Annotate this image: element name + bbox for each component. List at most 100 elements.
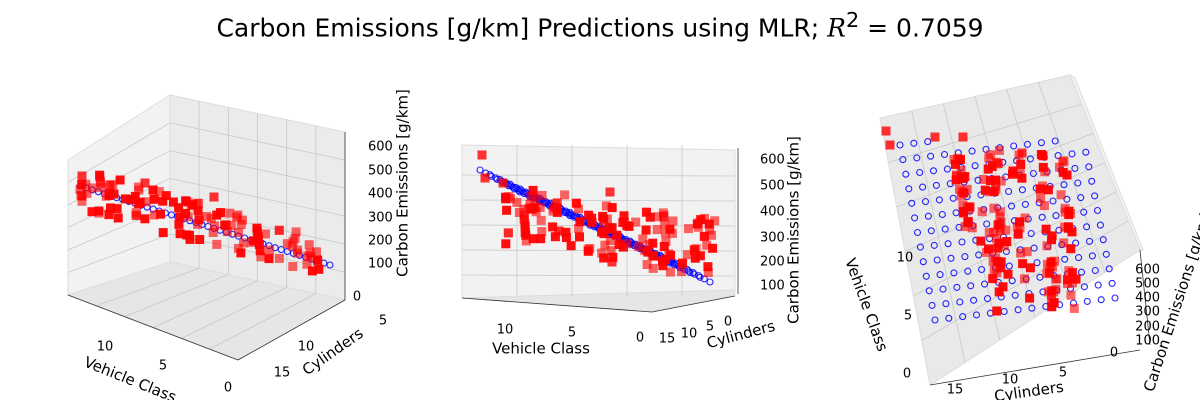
observed-point xyxy=(644,240,654,250)
observed-point xyxy=(695,251,705,261)
surface-point xyxy=(326,261,334,269)
observed-point xyxy=(210,221,219,231)
x-axis-label: Vehicle Class xyxy=(492,340,590,358)
surface-point xyxy=(930,241,938,249)
x-tick-label: 5 xyxy=(568,326,576,341)
surface-point xyxy=(928,301,936,309)
surface-point xyxy=(1021,200,1029,208)
observed-point xyxy=(529,203,539,213)
surface-point xyxy=(690,270,698,278)
y-axis-line xyxy=(237,299,346,361)
observed-point xyxy=(699,231,709,241)
surface-point xyxy=(978,265,986,274)
surface-point xyxy=(896,141,904,149)
observed-point xyxy=(105,180,115,190)
observed-point xyxy=(154,187,164,197)
x-axis-line xyxy=(461,297,653,313)
observed-point xyxy=(537,227,547,237)
surface-point xyxy=(967,282,975,290)
observed-point xyxy=(1062,170,1072,180)
observed-point xyxy=(560,190,570,200)
observed-point xyxy=(658,261,668,271)
surface-point xyxy=(971,162,979,170)
surface-point xyxy=(1060,181,1068,189)
observed-point xyxy=(77,191,87,201)
observed-point xyxy=(141,197,151,207)
observed-point xyxy=(707,230,717,240)
surface-point xyxy=(1102,250,1110,258)
observed-point xyxy=(287,241,297,251)
observed-point xyxy=(307,266,317,276)
surface-point xyxy=(931,316,939,324)
surface-point xyxy=(958,238,966,246)
z-tick-label: 400 xyxy=(760,205,785,220)
observed-point xyxy=(1063,275,1072,285)
observed-point xyxy=(992,306,1002,316)
observed-point xyxy=(96,183,106,193)
surface-point xyxy=(1082,148,1090,156)
observed-point xyxy=(77,180,87,190)
surface-point xyxy=(1014,306,1022,314)
observed-point xyxy=(503,228,513,238)
observed-point xyxy=(1020,213,1030,223)
surface-point xyxy=(1083,223,1091,231)
z-tick-label: 400 xyxy=(368,187,393,202)
observed-point xyxy=(607,203,617,213)
surface-point xyxy=(949,194,957,202)
surface-point xyxy=(695,272,703,280)
surface-point xyxy=(1028,304,1036,312)
observed-point xyxy=(506,194,516,204)
observed-point xyxy=(608,252,618,262)
surface-point xyxy=(1074,179,1082,187)
observed-point xyxy=(288,236,298,246)
observed-point xyxy=(536,215,546,225)
observed-point xyxy=(704,219,714,229)
y-tick-label: 10 xyxy=(1002,373,1019,388)
z-tick-label: 500 xyxy=(368,164,393,179)
surface-point xyxy=(908,199,916,207)
surface-point xyxy=(932,181,940,189)
observed-point xyxy=(1016,159,1026,169)
observed-point xyxy=(985,176,995,186)
x-tick-label: 5 xyxy=(159,359,167,374)
z-tick-label: 100 xyxy=(368,257,393,272)
observed-point xyxy=(1041,224,1051,234)
observed-point xyxy=(1038,162,1048,172)
observed-point xyxy=(1059,156,1069,166)
observed-point xyxy=(989,265,999,275)
observed-point xyxy=(521,230,531,240)
observed-point xyxy=(561,227,571,237)
observed-point xyxy=(1066,290,1076,300)
observed-point xyxy=(1045,262,1055,272)
observed-point xyxy=(1059,238,1069,248)
observed-point xyxy=(665,267,675,277)
observed-point xyxy=(234,228,244,238)
observed-point xyxy=(986,150,996,160)
z-axis-line xyxy=(1139,249,1151,346)
observed-point xyxy=(949,155,959,164)
observed-point xyxy=(274,226,284,235)
observed-point xyxy=(660,228,670,238)
observed-point xyxy=(587,218,597,227)
surface-point xyxy=(924,138,932,146)
observed-point xyxy=(236,248,246,258)
observed-point xyxy=(193,219,203,229)
observed-point xyxy=(991,184,1001,194)
observed-point xyxy=(994,145,1004,155)
surface-point xyxy=(964,267,972,275)
x-tick-label: 10 xyxy=(897,251,914,266)
observed-point xyxy=(514,208,524,217)
observed-point xyxy=(256,252,266,262)
surface-point xyxy=(983,220,991,228)
observed-point xyxy=(238,215,247,225)
surface-point xyxy=(1071,164,1079,172)
surface-point xyxy=(919,183,927,191)
observed-point xyxy=(536,234,546,244)
observed-point xyxy=(705,225,715,235)
observed-point xyxy=(135,197,145,207)
observed-point xyxy=(113,213,123,223)
observed-point xyxy=(225,208,235,218)
x-tick-label: 10 xyxy=(497,323,514,338)
observed-point xyxy=(991,175,1000,185)
observed-point xyxy=(212,210,222,220)
